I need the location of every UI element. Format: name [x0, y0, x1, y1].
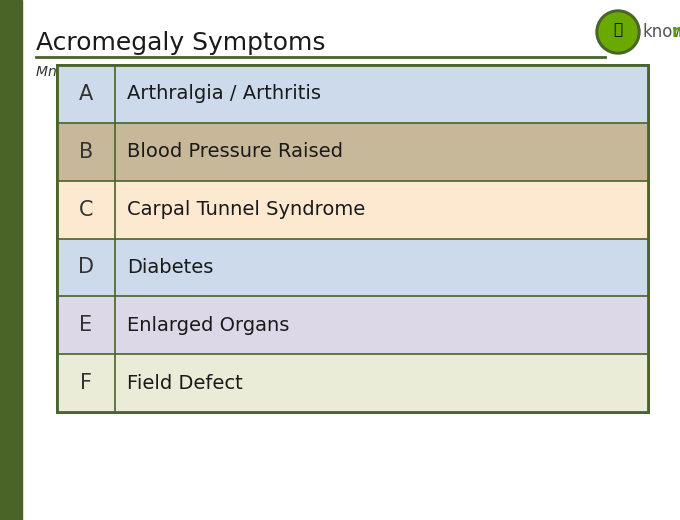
Text: Carpal Tunnel Syndrome: Carpal Tunnel Syndrome [127, 200, 365, 219]
Text: Diabetes: Diabetes [127, 258, 214, 277]
Text: D: D [78, 257, 94, 277]
Bar [57, 180, 115, 239]
Bar [57, 123, 115, 180]
Text: Arthralgia / Arthritis: Arthralgia / Arthritis [127, 84, 321, 103]
Bar [115, 180, 648, 239]
Text: B: B [79, 142, 93, 162]
Bar [57, 65, 648, 412]
Text: E: E [80, 315, 92, 335]
Bar [57, 239, 115, 296]
Bar [115, 296, 648, 354]
Text: Blood Pressure Raised: Blood Pressure Raised [127, 142, 343, 161]
Text: know: know [643, 23, 680, 41]
Circle shape [599, 13, 637, 51]
Text: Mnemonic: “ABCDEF”: Mnemonic: “ABCDEF” [36, 65, 186, 79]
Circle shape [596, 10, 640, 54]
Text: Acromegaly Symptoms: Acromegaly Symptoms [36, 31, 326, 55]
Bar [57, 296, 115, 354]
Text: A: A [79, 84, 93, 104]
Bar [0, 0, 22, 520]
Bar [115, 239, 648, 296]
Text: medge: medge [672, 23, 680, 41]
Text: Enlarged Organs: Enlarged Organs [127, 316, 290, 335]
Text: C: C [79, 200, 93, 219]
Text: Field Defect: Field Defect [127, 373, 243, 393]
Bar [115, 123, 648, 180]
Bar [57, 65, 115, 123]
Bar [57, 65, 648, 412]
Bar [115, 354, 648, 412]
Text: F: F [80, 373, 92, 393]
Bar [115, 65, 648, 123]
Text: 🧑: 🧑 [613, 22, 623, 37]
Bar [57, 354, 115, 412]
